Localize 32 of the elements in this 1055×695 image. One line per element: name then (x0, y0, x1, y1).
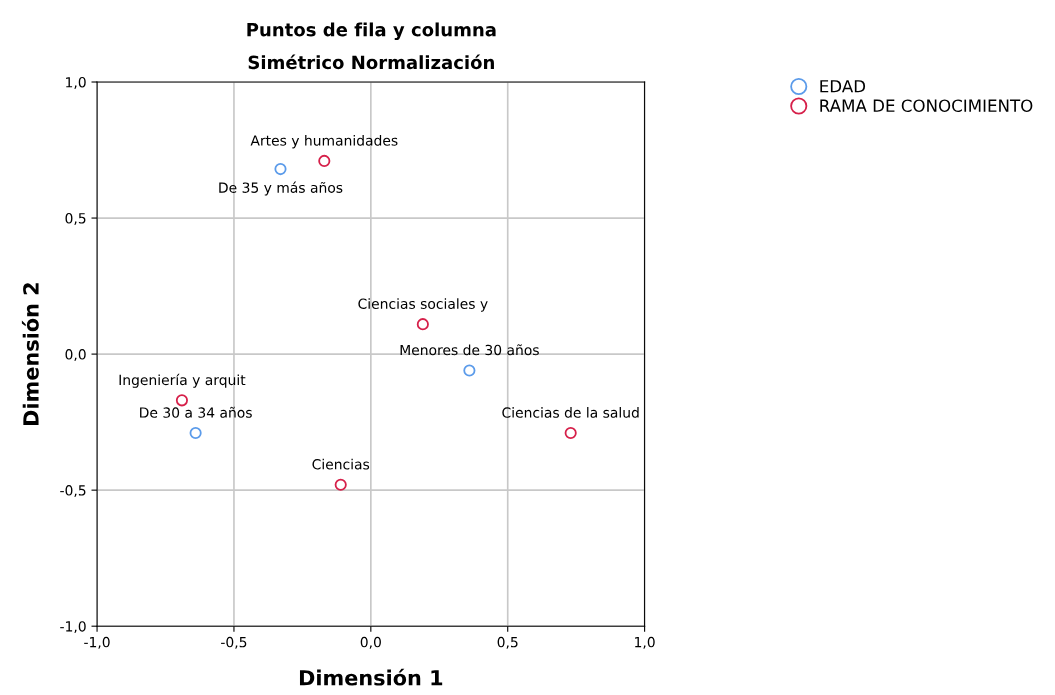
data-label: Ciencias de la salud (502, 407, 639, 418)
x-tick-label: 0,5 (497, 636, 518, 649)
point (318, 154, 331, 167)
y-tick-label: -0,5 (60, 485, 86, 498)
data-label: Menores de 30 años (400, 344, 539, 356)
y-axis-title: Dimensión 2 (21, 283, 39, 425)
point (463, 364, 476, 377)
y-tick-label: 0,0 (65, 349, 86, 361)
x-axis-title: Dimensión 1 (299, 668, 443, 686)
chart-title: Puntos de fila y columna (247, 22, 496, 41)
x-tick-label: 1,0 (635, 636, 655, 649)
legend-label: EDAD (820, 80, 866, 93)
chart-subtitle: Simétrico Normalización (248, 54, 494, 70)
y-tick-label: -1,0 (60, 621, 86, 634)
x-tick-label: 0,0 (360, 636, 381, 649)
x-tick-label: -1,0 (84, 636, 110, 649)
point (274, 163, 287, 176)
point (416, 318, 429, 331)
point (175, 394, 188, 407)
data-label: Ciencias (312, 458, 370, 470)
data-label: De 30 a 34 años (140, 406, 252, 418)
point (564, 426, 577, 440)
data-label: Ciencias sociales y (358, 298, 488, 312)
y-tick-label: 1,0 (66, 76, 86, 89)
point (189, 426, 202, 440)
x-tick-label: -0,5 (221, 636, 247, 649)
data-label: De 35 y más años (219, 181, 343, 196)
point (334, 478, 347, 491)
y-tick-label: 0,5 (65, 213, 86, 225)
data-label: Artes y humanidades (250, 134, 398, 149)
data-label: Ingeniería y arquit (119, 373, 246, 388)
legend-label: RAMA DE CONOCIMIENTO (820, 99, 1033, 113)
